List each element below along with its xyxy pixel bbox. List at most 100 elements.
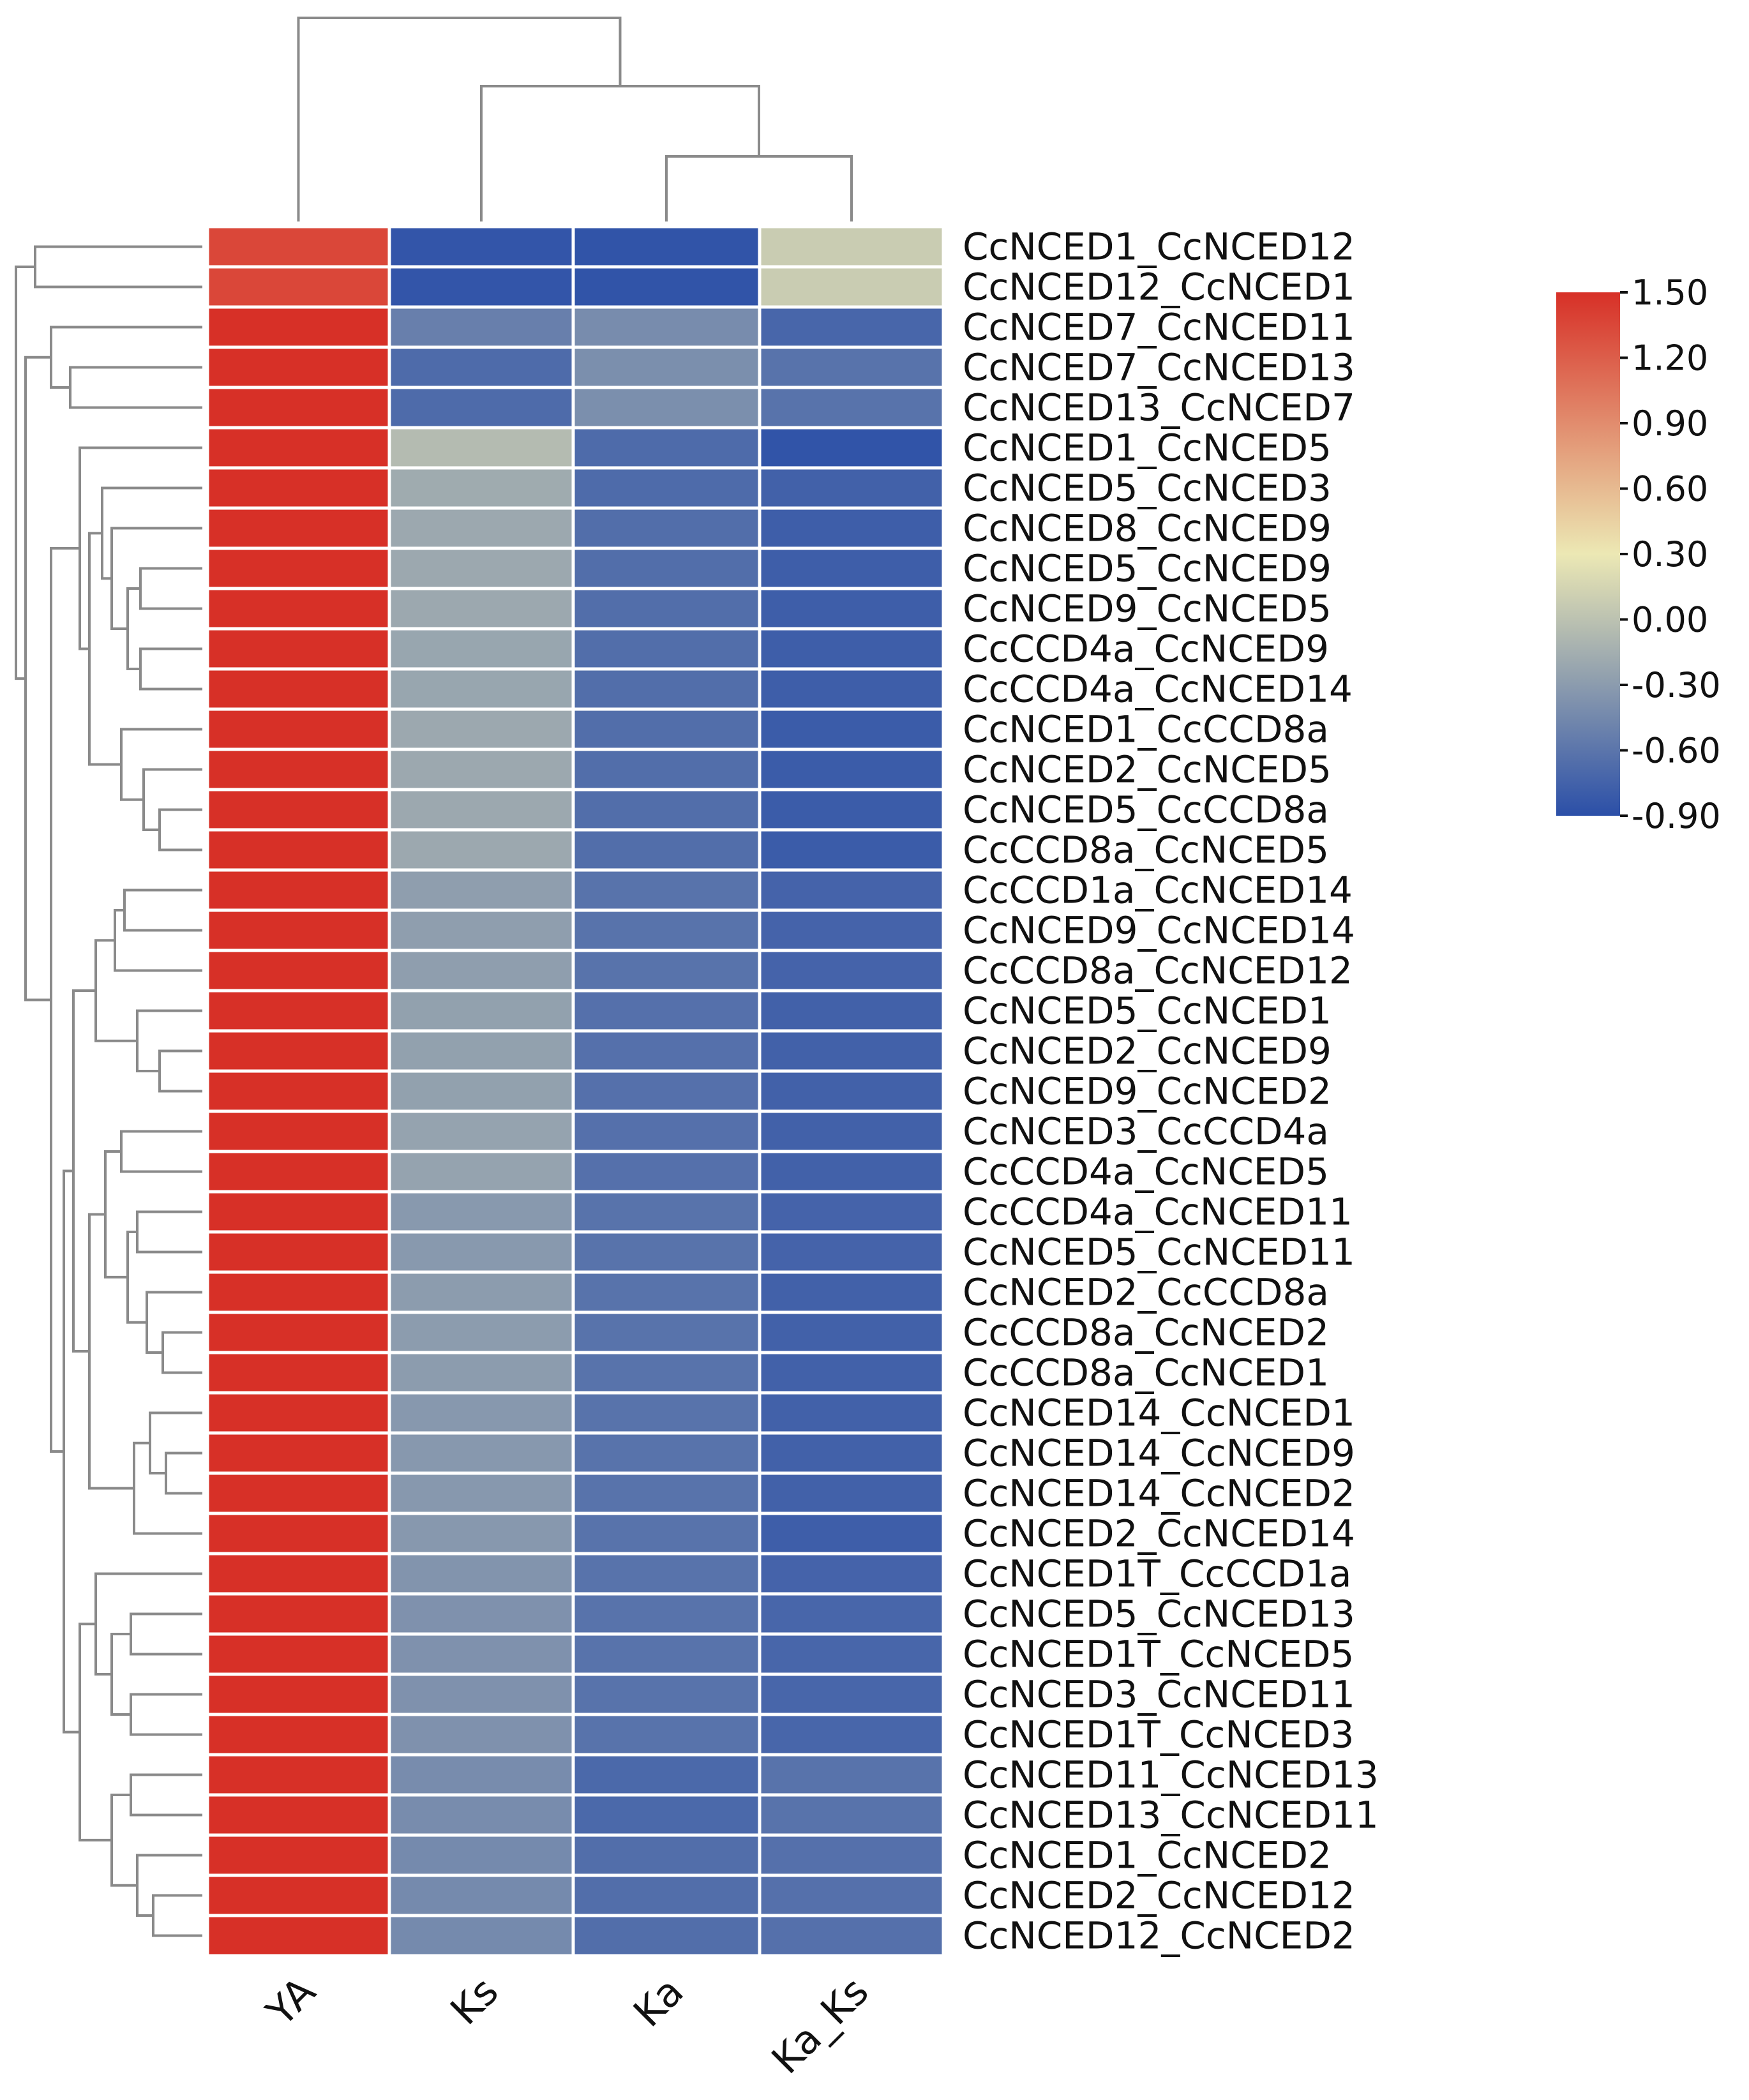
dendrogram-branch [114, 909, 202, 972]
heatmap-cell [206, 1190, 391, 1234]
column-label: Ka_Ks [763, 1968, 878, 2083]
heatmap-cell [387, 908, 575, 952]
heatmap-cell [571, 1431, 762, 1475]
dendrogram-branch [120, 728, 202, 801]
heatmap-cell [387, 1150, 575, 1194]
heatmap-cell [206, 868, 391, 912]
heatmap-cell [758, 868, 945, 912]
row-dendrogram [15, 245, 202, 1937]
heatmap-cell [206, 1029, 391, 1073]
heatmap-cell [758, 667, 945, 711]
heatmap-cell [571, 989, 762, 1033]
dendrogram-branch [139, 647, 202, 691]
heatmap-cell [758, 386, 945, 430]
row-label: CcNCED1_CcCCD8a [963, 708, 1329, 751]
heatmap-cell [387, 1672, 575, 1716]
dendrogram-branch [165, 1451, 202, 1495]
heatmap-cell [758, 1672, 945, 1716]
heatmap-cell [571, 1109, 762, 1153]
row-label: CcNCED9_CcNCED14 [963, 909, 1355, 952]
heatmap-cell [206, 1351, 391, 1395]
heatmap-cell [387, 1632, 575, 1676]
heatmap-cell [571, 426, 762, 470]
dendrogram-branch [34, 245, 202, 289]
heatmap-cell [571, 949, 762, 993]
heatmap-cell [387, 1190, 575, 1234]
heatmap-cell [571, 747, 762, 791]
heatmap-cell [387, 265, 575, 309]
heatmap-cell [571, 1592, 762, 1636]
heatmap-cell [206, 1069, 391, 1113]
row-label: CcNCED7_CcNCED11 [963, 306, 1355, 349]
row-label: CcNCED9_CcNCED5 [963, 587, 1332, 631]
row-label: CcNCED2_CcNCED9 [963, 1030, 1332, 1073]
heatmap-cell [758, 587, 945, 631]
dendrogram-branch [110, 527, 202, 630]
dendrogram-branch [142, 768, 202, 831]
row-label: CcNCED2_CcNCED5 [963, 748, 1332, 791]
heatmap-cell [758, 506, 945, 550]
heatmap-cell [387, 1471, 575, 1515]
heatmap-cell [387, 225, 575, 269]
heatmap-cell [387, 707, 575, 751]
dendrogram-branch [149, 1411, 202, 1474]
dendrogram-branch [152, 1894, 202, 1937]
heatmap-cell [387, 1109, 575, 1153]
heatmap-cell [387, 1431, 575, 1475]
dendrogram-branch [480, 85, 760, 221]
heatmap-cell [758, 707, 945, 751]
dendrogram-branch [297, 17, 622, 221]
colorbar-tick-label: 0.90 [1632, 403, 1708, 444]
heatmap-cell [206, 1713, 391, 1757]
heatmap-cell [571, 667, 762, 711]
row-label: CcNCED5_CcNCED1 [963, 989, 1332, 1033]
dendrogram-branch [146, 1291, 202, 1354]
heatmap-cell [387, 1029, 575, 1073]
heatmap-cell [206, 707, 391, 751]
colorbar-tick-label: 1.50 [1632, 273, 1708, 313]
heatmap-cell [758, 1069, 945, 1113]
heatmap-cell [571, 1230, 762, 1274]
heatmap-cell [758, 1793, 945, 1837]
heatmap-cell [206, 265, 391, 309]
heatmap-cell [571, 1471, 762, 1515]
row-label: CcCCD8a_CcNCED5 [963, 829, 1329, 872]
dendrogram-branch [130, 1693, 202, 1736]
heatmap-cell [571, 788, 762, 832]
heatmap-cell [387, 1391, 575, 1435]
heatmap-cell [206, 1230, 391, 1274]
colorbar-tick-label: -0.60 [1632, 731, 1721, 771]
heatmap-cell [387, 747, 575, 791]
row-label: CcNCED1_CcNCED2 [963, 1834, 1332, 1877]
row-label: CcNCED13_CcNCED7 [963, 386, 1355, 430]
row-label: CcCCD4a_CcNCED14 [963, 668, 1353, 711]
heatmap-cell [571, 386, 762, 430]
dendrogram-branch [94, 939, 137, 1042]
heatmap-cell [571, 908, 762, 952]
dendrogram-branch [72, 989, 96, 1353]
heatmap-cell [571, 1069, 762, 1113]
row-label: CcNCED14_CcNCED1 [963, 1391, 1355, 1435]
heatmap-cell [206, 466, 391, 510]
heatmap-cell [206, 506, 391, 550]
heatmap-cell [387, 587, 575, 631]
row-labels: CcNCED1_CcNCED12CcNCED12_CcNCED1CcNCED7_… [963, 225, 1379, 1958]
heatmap-cell [387, 828, 575, 872]
heatmap-cell [206, 1431, 391, 1475]
heatmap-cell [387, 546, 575, 590]
heatmap-cell [758, 1914, 945, 1958]
heatmap-cell [571, 1552, 762, 1596]
dendrogram-branch [15, 266, 35, 680]
heatmap-cell [758, 1592, 945, 1636]
heatmap-cell [571, 1632, 762, 1676]
dendrogram-branch [63, 1169, 80, 1734]
row-label: CcNCED5_CcNCED9 [963, 547, 1332, 590]
heatmap-cell [387, 386, 575, 430]
heatmap-cell [758, 345, 945, 389]
heatmap-cell [758, 1713, 945, 1757]
heatmap-cell [571, 265, 762, 309]
colorbar-tick-label: 0.60 [1632, 469, 1708, 509]
heatmap-cell [387, 1310, 575, 1354]
heatmap-cell [758, 265, 945, 309]
heatmap-cell [758, 747, 945, 791]
